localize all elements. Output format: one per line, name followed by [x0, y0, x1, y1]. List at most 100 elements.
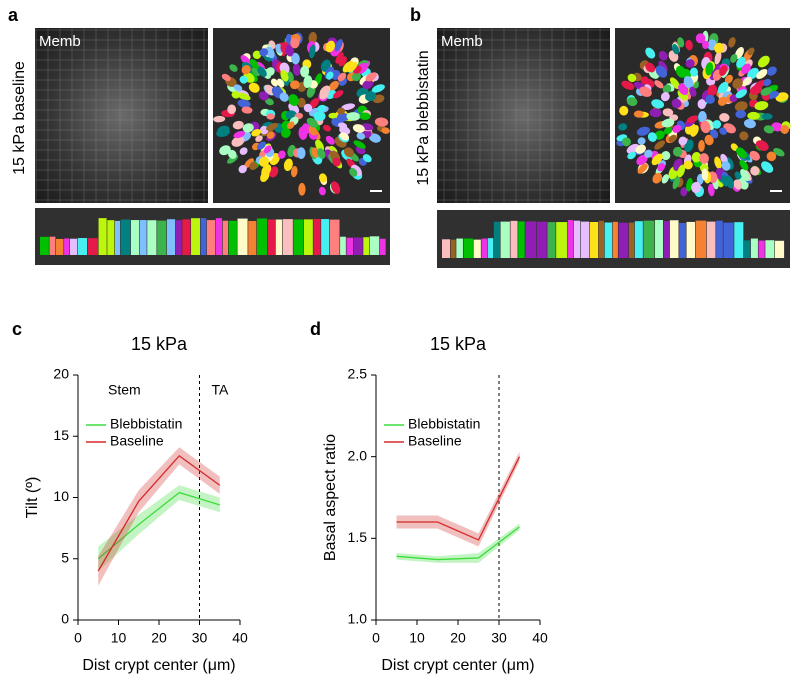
cell [672, 146, 683, 157]
cell [356, 132, 366, 140]
strip-cell [518, 221, 525, 258]
cell [686, 115, 699, 123]
cell [228, 149, 237, 159]
strip-cell [248, 220, 257, 255]
cell [637, 163, 648, 174]
cell [281, 128, 291, 138]
cell [655, 65, 668, 78]
cell [754, 101, 769, 111]
cell [249, 161, 258, 171]
x-axis-label: Dist crypt center (μm) [381, 657, 534, 674]
panel-letter: a [8, 5, 19, 25]
strip-cell [487, 238, 494, 258]
cell [733, 179, 743, 190]
cell [318, 186, 326, 196]
annotation: Stem [108, 382, 141, 398]
cell [736, 56, 746, 68]
cell [721, 175, 729, 187]
x-tick-label: 10 [409, 630, 425, 646]
cell [258, 91, 269, 101]
strip-cell [191, 218, 201, 255]
cell [619, 105, 629, 116]
cell [239, 75, 248, 84]
cell [319, 173, 327, 183]
strip-cell [321, 219, 330, 255]
strip-cell [293, 219, 304, 255]
strip-cell [442, 239, 451, 258]
cell [342, 60, 354, 73]
cell [685, 39, 693, 51]
cell [265, 98, 274, 106]
cell [700, 120, 711, 134]
cell [229, 64, 238, 72]
cell [303, 75, 313, 89]
cell [279, 92, 289, 102]
cell [647, 132, 657, 142]
x-tick-label: 20 [151, 630, 167, 646]
cell [238, 164, 247, 174]
cell [248, 82, 260, 93]
strip-cell [120, 219, 131, 255]
cell [698, 110, 707, 123]
strip-cell [686, 221, 696, 258]
cell [657, 163, 666, 172]
cell [297, 147, 306, 159]
strip-cell [303, 219, 313, 255]
cell [640, 76, 649, 85]
cell [651, 99, 665, 109]
y-tick-label: 2.5 [348, 366, 368, 382]
strip-cell [669, 220, 679, 258]
cell [298, 182, 306, 196]
strip-cell [130, 220, 140, 255]
cell [627, 151, 636, 160]
cell [290, 166, 298, 178]
error-band [98, 447, 220, 586]
strip-cell [481, 238, 488, 258]
cell [637, 137, 646, 145]
cell [241, 65, 251, 75]
cell [749, 84, 763, 95]
cell [341, 103, 356, 111]
error-band [396, 523, 520, 563]
cell [221, 73, 231, 81]
cell [251, 67, 261, 77]
cell [728, 37, 736, 48]
cell [306, 117, 319, 128]
error-band [396, 451, 520, 547]
cell [308, 125, 318, 136]
strip-cell [275, 219, 283, 255]
strip-cell [379, 238, 386, 255]
cell [645, 47, 656, 59]
strip-cell [598, 220, 605, 258]
cell [362, 79, 374, 90]
cell [756, 69, 768, 79]
cell [739, 131, 749, 141]
cell [735, 109, 747, 119]
y-axis-label: Tilt (º) [24, 477, 41, 519]
cell [300, 65, 310, 78]
cell [766, 66, 777, 76]
cell [338, 122, 348, 129]
cell [668, 134, 677, 143]
x-tick-label: 20 [450, 630, 466, 646]
cell [680, 187, 688, 197]
y-tick-label: 10 [53, 488, 69, 504]
cell [644, 149, 653, 158]
cell [695, 33, 706, 44]
strip-cell [750, 238, 758, 258]
strip-cell [618, 222, 629, 258]
cell [303, 103, 313, 113]
cell [237, 99, 251, 108]
cell [677, 164, 686, 178]
cell [750, 166, 760, 176]
panel-letter: b [410, 5, 421, 25]
y-tick-label: 1.5 [348, 529, 368, 545]
strip-cell [363, 237, 370, 255]
cell [256, 141, 266, 150]
strip-cell [758, 240, 765, 258]
cell [317, 148, 326, 159]
strip-cell [573, 220, 581, 258]
y-tick-label: 1.0 [348, 611, 368, 627]
cell [663, 127, 673, 135]
cell [710, 129, 719, 139]
